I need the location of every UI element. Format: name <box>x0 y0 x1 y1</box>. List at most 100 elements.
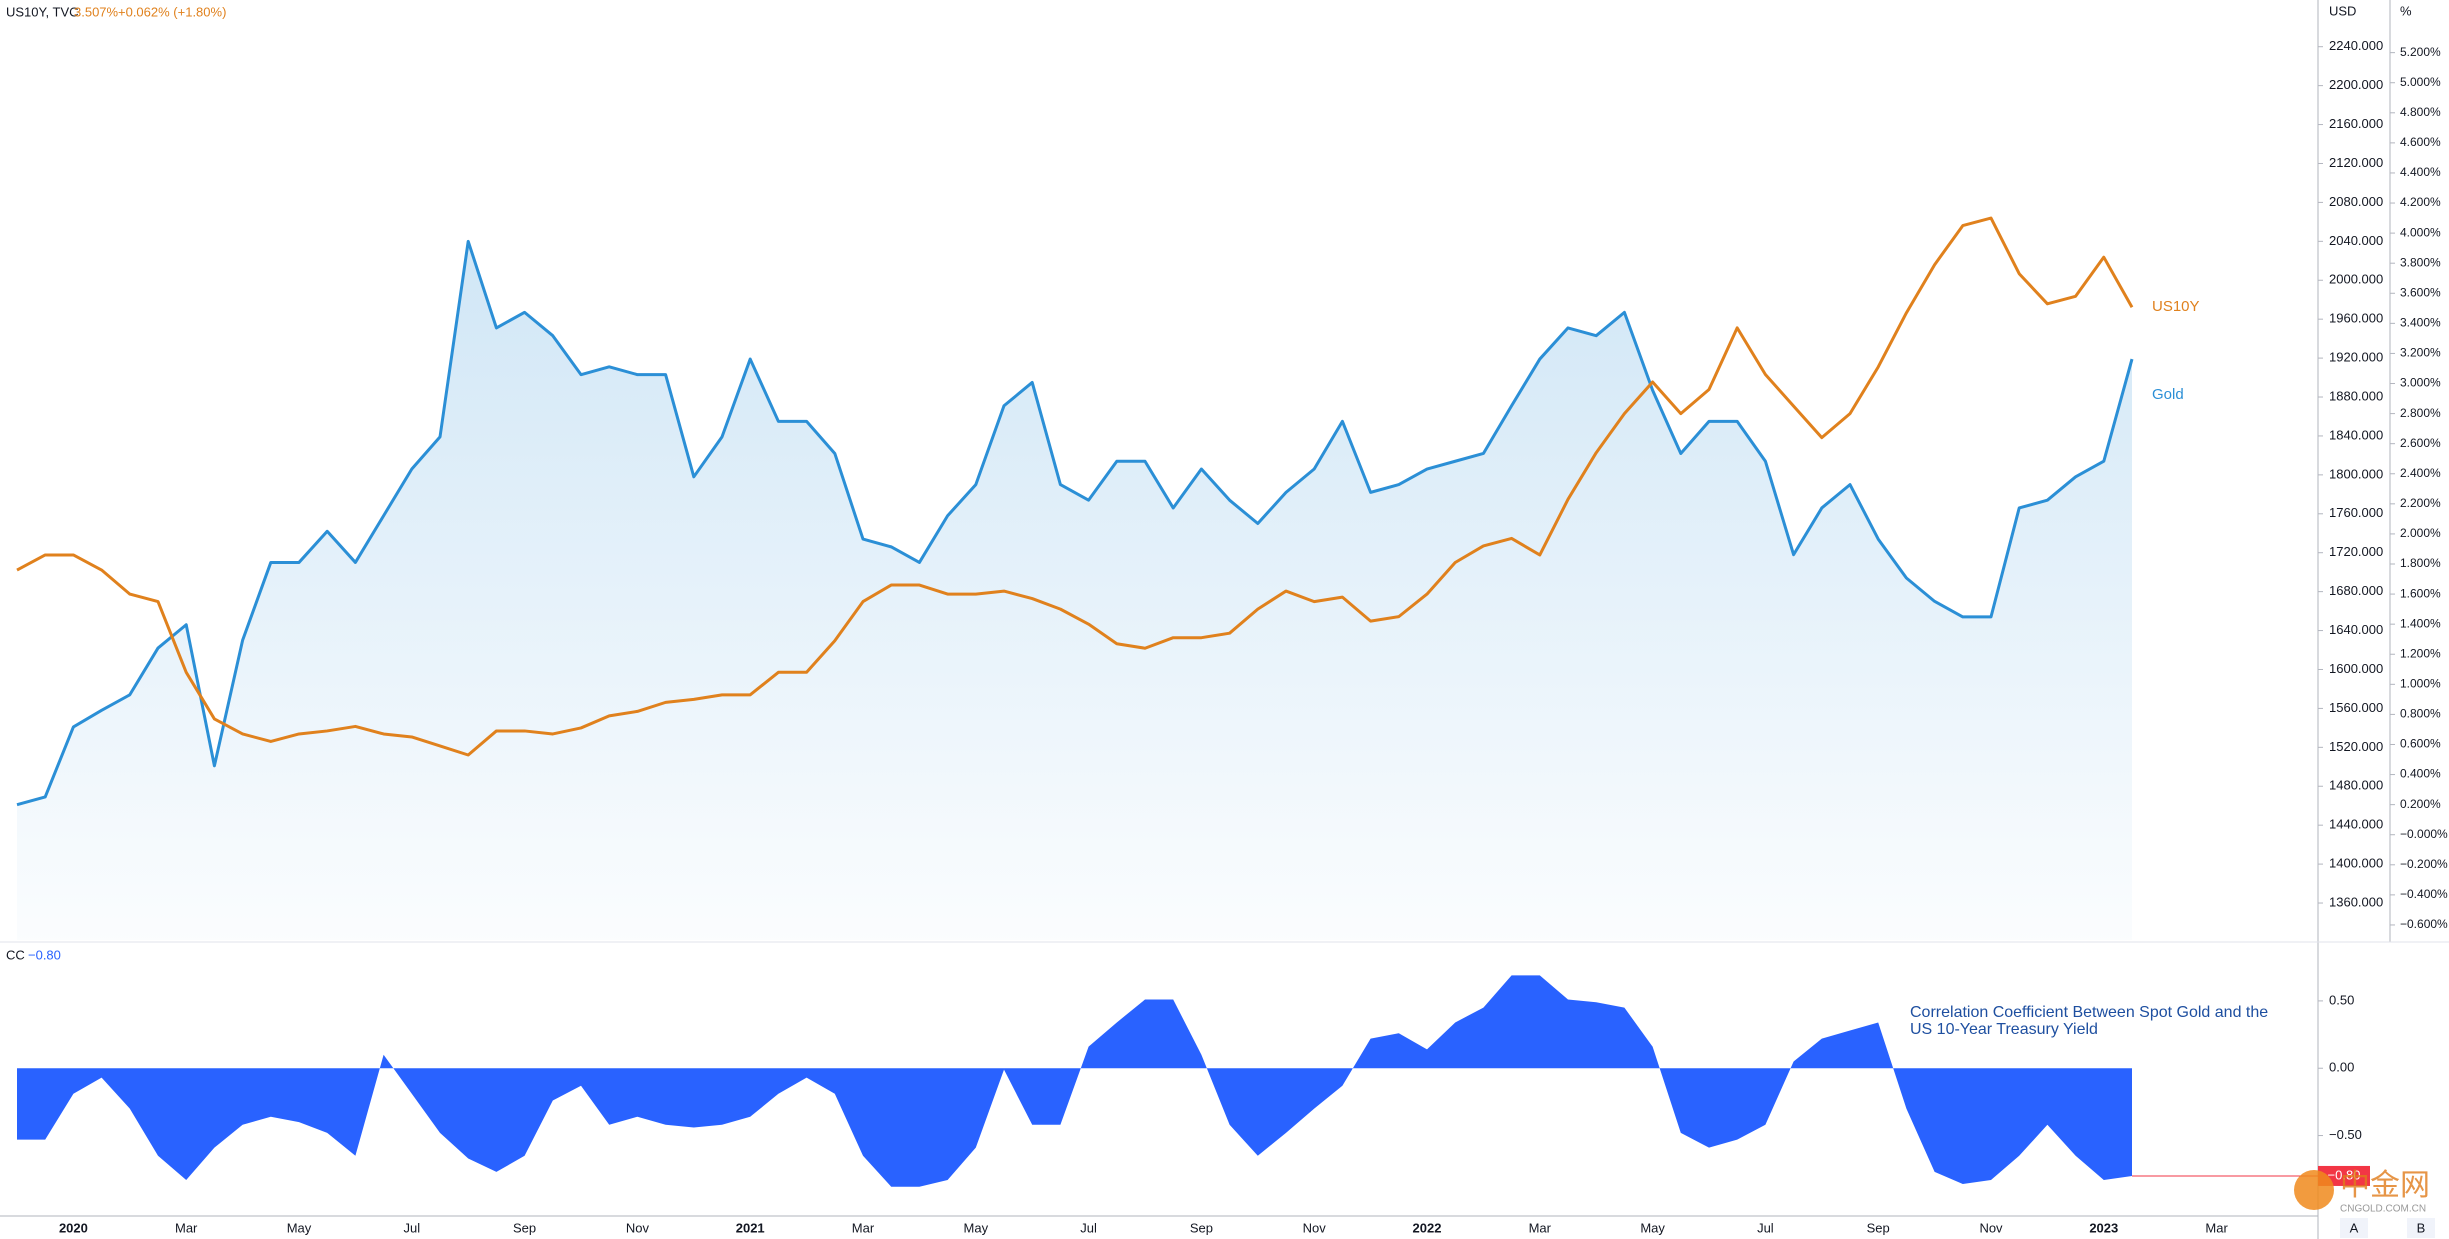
x-tick-label: 2022 <box>1413 1220 1442 1235</box>
x-tick-label: May <box>964 1220 989 1235</box>
watermark-logo <box>2294 1170 2334 1210</box>
y-tick-label: 1800.000 <box>2329 466 2383 481</box>
y2-tick-label: 1.600% <box>2400 586 2441 600</box>
cc-tick-label: 0.50 <box>2329 992 2354 1007</box>
y2-tick-label: 4.000% <box>2400 225 2441 239</box>
y-unit: USD <box>2329 3 2356 18</box>
y-tick-label: 1400.000 <box>2329 856 2383 871</box>
x-tick-label: May <box>1640 1220 1665 1235</box>
x-tick-label: Mar <box>175 1220 198 1235</box>
y-tick-label: 1720.000 <box>2329 544 2383 559</box>
watermark-url: CNGOLD.COM.CN <box>2340 1204 2426 1215</box>
y-tick-label: 1600.000 <box>2329 661 2383 676</box>
y2-tick-label: 2.800% <box>2400 406 2441 420</box>
y2-tick-label: 0.800% <box>2400 707 2441 721</box>
y2-tick-label: 3.000% <box>2400 376 2441 390</box>
y2-tick-label: 1.200% <box>2400 646 2441 660</box>
y2-tick-label: 0.400% <box>2400 767 2441 781</box>
y-tick-label: 1480.000 <box>2329 778 2383 793</box>
y2-tick-label: 4.600% <box>2400 135 2441 149</box>
y-tick-label: 2000.000 <box>2329 272 2383 287</box>
y-tick-label: 2040.000 <box>2329 233 2383 248</box>
y2-tick-label: 2.600% <box>2400 436 2441 450</box>
line <box>16 239 2134 807</box>
watermark: 中金网 <box>2340 1169 2430 1202</box>
last-value-tag-label: −0.80 <box>2328 1167 2361 1182</box>
y-tick-label: 1960.000 <box>2329 311 2383 326</box>
symbol-title: US10Y, TVC <box>6 4 79 19</box>
y-tick-label: 1360.000 <box>2329 894 2383 909</box>
y-tick-label: 2120.000 <box>2329 155 2383 170</box>
x-tick-label: Nov <box>1979 1220 2003 1235</box>
y2-tick-label: 2.400% <box>2400 466 2441 480</box>
y2-tick-label: 2.200% <box>2400 496 2441 510</box>
y2-tick-label: 1.000% <box>2400 676 2441 690</box>
x-tick-label: Nov <box>626 1220 650 1235</box>
y-tick-label: 1880.000 <box>2329 388 2383 403</box>
y2-tick-label: 3.800% <box>2400 255 2441 269</box>
x-tick-label: 2020 <box>59 1220 88 1235</box>
cc-area <box>17 975 2132 1187</box>
change: +0.062% (+1.80%) <box>118 4 226 19</box>
y-tick-label: 1760.000 <box>2329 505 2383 520</box>
y-tick-label: 1920.000 <box>2329 350 2383 365</box>
x-tick-label: Jul <box>403 1220 420 1235</box>
y-tick-label: 1440.000 <box>2329 817 2383 832</box>
annotation: Correlation Coefficient Between Spot Gol… <box>1910 1004 2269 1038</box>
x-tick-label: Sep <box>1190 1220 1213 1235</box>
y-tick-label: 1560.000 <box>2329 700 2383 715</box>
y2-tick-label: −0.200% <box>2400 857 2448 871</box>
x-tick-label: Mar <box>852 1220 875 1235</box>
y-tick-label: 2240.000 <box>2329 38 2383 53</box>
y-tick-label: 1520.000 <box>2329 739 2383 754</box>
y2-tick-label: 4.800% <box>2400 105 2441 119</box>
y2-tick-label: 3.600% <box>2400 285 2441 299</box>
scale-button[interactable] <box>2407 1218 2435 1238</box>
y-tick-label: 1840.000 <box>2329 427 2383 442</box>
y2-tick-label: 5.200% <box>2400 45 2441 59</box>
y2-tick-label: −0.400% <box>2400 887 2448 901</box>
series-label: US10Y <box>2152 298 2200 315</box>
y-tick-label: 2200.000 <box>2329 77 2383 92</box>
x-tick-label: Nov <box>1303 1220 1327 1235</box>
y-tick-label: 1680.000 <box>2329 583 2383 598</box>
y2-tick-label: 0.600% <box>2400 737 2441 751</box>
x-tick-label: Mar <box>2205 1220 2228 1235</box>
y2-tick-label: 3.200% <box>2400 346 2441 360</box>
indicator-value: −0.80 <box>28 947 61 962</box>
x-tick-label: Jul <box>1757 1220 1774 1235</box>
y2-tick-label: 4.400% <box>2400 165 2441 179</box>
y2-tick-label: 0.200% <box>2400 797 2441 811</box>
x-tick-label: Sep <box>513 1220 536 1235</box>
y-tick-label: 2080.000 <box>2329 194 2383 209</box>
y2-tick-label: 2.000% <box>2400 526 2441 540</box>
y2-tick-label: 5.000% <box>2400 75 2441 89</box>
area <box>17 241 2132 940</box>
last-value: 3.507% <box>74 4 119 19</box>
x-tick-label: 2021 <box>736 1220 765 1235</box>
scale-button-label[interactable]: B <box>2417 1220 2426 1235</box>
scale-button[interactable] <box>2340 1218 2368 1238</box>
y2-tick-label: −0.600% <box>2400 917 2448 931</box>
series-label: Gold <box>2152 386 2184 403</box>
y-tick-label: 2160.000 <box>2329 116 2383 131</box>
y2-unit: % <box>2400 3 2412 18</box>
cc-tick-label: 0.00 <box>2329 1060 2354 1075</box>
scale-button-label[interactable]: A <box>2350 1220 2359 1235</box>
line <box>16 216 2134 757</box>
indicator-title: CC <box>6 947 25 962</box>
x-tick-label: Mar <box>1529 1220 1552 1235</box>
y2-tick-label: 4.200% <box>2400 195 2441 209</box>
x-tick-label: May <box>287 1220 312 1235</box>
y-tick-label: 1640.000 <box>2329 622 2383 637</box>
x-tick-label: 2023 <box>2089 1220 2118 1235</box>
x-tick-label: Sep <box>1867 1220 1890 1235</box>
y2-tick-label: −0.000% <box>2400 827 2448 841</box>
y2-tick-label: 1.800% <box>2400 556 2441 570</box>
y2-tick-label: 1.400% <box>2400 616 2441 630</box>
x-tick-label: Jul <box>1080 1220 1097 1235</box>
cc-tick-label: −0.50 <box>2329 1127 2362 1142</box>
y2-tick-label: 3.400% <box>2400 316 2441 330</box>
